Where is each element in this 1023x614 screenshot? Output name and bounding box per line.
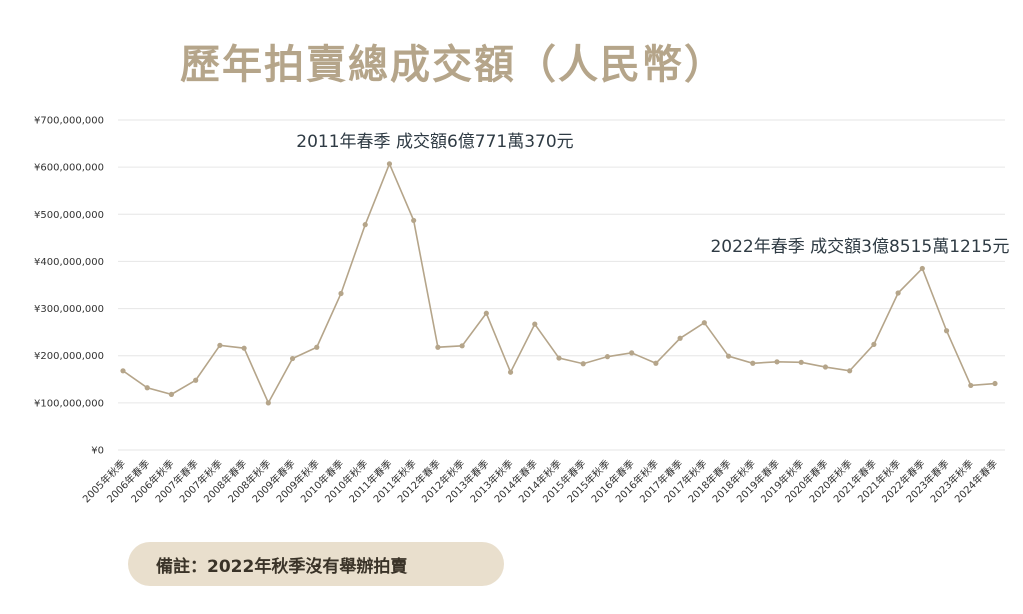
annotation-label: 2011年春季 成交額6億771萬370元 xyxy=(296,132,573,152)
data-point xyxy=(604,354,611,360)
page-title: 歷年拍賣總成交額（人民幣） xyxy=(180,42,726,88)
data-point xyxy=(193,377,199,383)
data-point xyxy=(507,369,514,375)
data-point xyxy=(217,342,223,348)
data-point xyxy=(362,222,368,228)
y-tick-label: ¥600,000,000 xyxy=(34,163,104,174)
data-point xyxy=(338,290,344,297)
y-tick-label: ¥700,000,000 xyxy=(34,116,104,127)
y-tick-label: ¥0 xyxy=(91,446,104,457)
data-point xyxy=(580,361,586,367)
data-point xyxy=(798,359,804,365)
data-point xyxy=(483,310,489,316)
y-axis: ¥0 ¥100,000,000 ¥200,000,000 ¥300,000,000 ¥4… xyxy=(34,116,104,457)
note-badge: 備註：2022年秋季沒有舉辦拍賣 xyxy=(128,542,504,586)
data-point xyxy=(435,344,441,350)
data-point xyxy=(289,355,296,362)
data-point xyxy=(968,382,974,389)
data-point xyxy=(459,343,465,349)
data-point xyxy=(822,364,829,370)
data-point xyxy=(241,345,247,351)
data-point xyxy=(556,355,562,361)
data-point xyxy=(386,161,393,167)
data-point xyxy=(701,320,707,326)
data-point xyxy=(653,360,659,366)
y-tick-label: ¥500,000,000 xyxy=(34,210,104,221)
data-point xyxy=(265,400,271,406)
series-line xyxy=(122,161,996,405)
annotation-label: 2022年春季 成交額3億8515萬1215元 xyxy=(710,237,1009,257)
data-point xyxy=(895,290,901,296)
data-point xyxy=(144,385,150,391)
data-point xyxy=(120,368,126,374)
data-point xyxy=(677,335,683,341)
data-point xyxy=(774,359,780,365)
data-point xyxy=(411,217,417,224)
data-point xyxy=(532,321,538,327)
y-tick-label: ¥400,000,000 xyxy=(34,257,104,268)
y-tick-label: ¥300,000,000 xyxy=(34,304,104,315)
data-point xyxy=(992,380,998,387)
data-point xyxy=(871,341,877,347)
data-point xyxy=(168,391,175,397)
y-tick-label: ¥100,000,000 xyxy=(34,398,104,409)
data-point xyxy=(919,265,925,272)
data-point xyxy=(750,360,756,366)
x-axis: 2005年秋季2006年春季2006年秋季2007年春季2007年秋季2008年… xyxy=(80,457,1000,505)
chart-grid xyxy=(118,119,1005,451)
data-point xyxy=(314,344,320,350)
y-tick-label: ¥200,000,000 xyxy=(34,351,104,362)
data-point xyxy=(725,353,732,359)
data-point xyxy=(943,328,950,334)
annotations: 2011年春季 成交額6億771萬370元 2022年春季 成交額3億8515萬1… xyxy=(296,132,1009,257)
data-point xyxy=(629,350,635,356)
data-point xyxy=(847,368,853,374)
series-line-group xyxy=(120,161,998,406)
